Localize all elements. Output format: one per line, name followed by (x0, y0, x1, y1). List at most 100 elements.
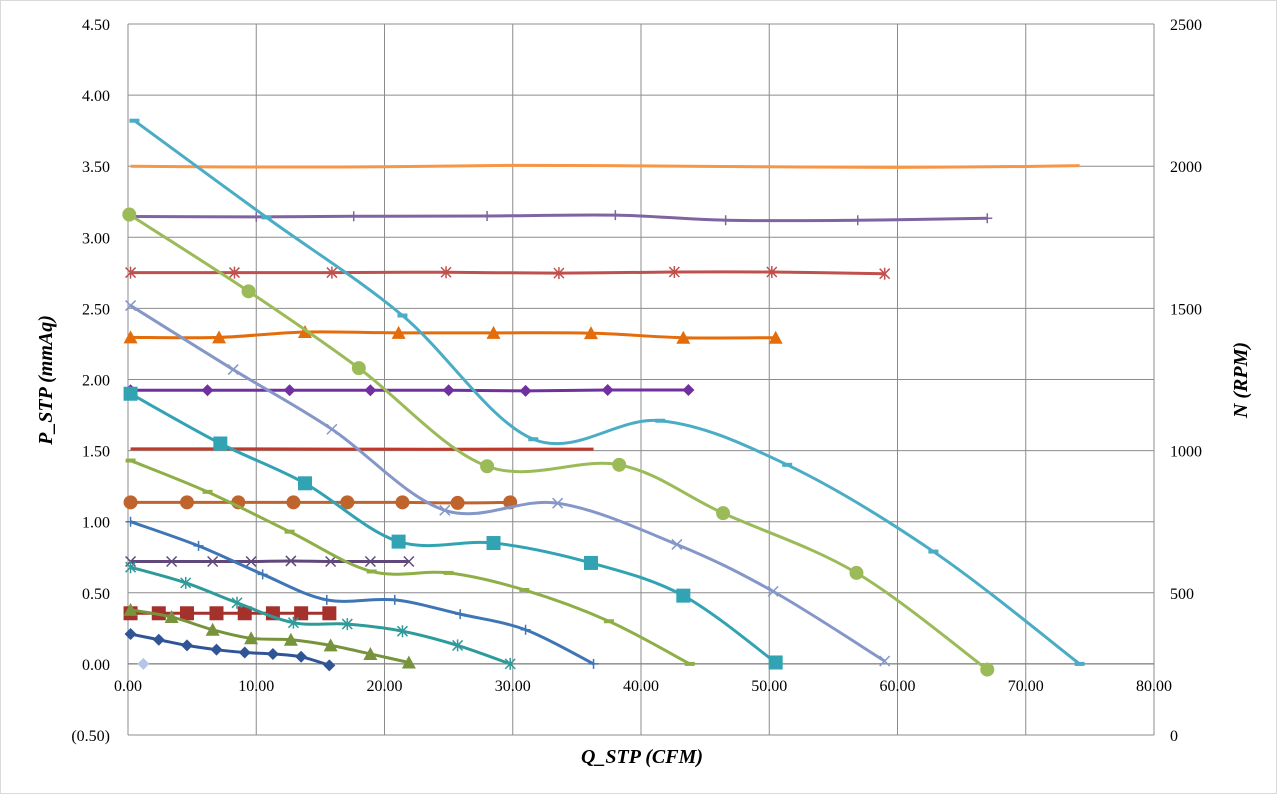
rpm-point (391, 325, 406, 339)
pressure-series-p5 (125, 300, 891, 667)
pressure-series-p2 (125, 516, 599, 669)
pressure-point (655, 418, 666, 423)
pressure-point (439, 504, 451, 516)
pressure-point (552, 497, 564, 509)
pressure-point (583, 555, 598, 570)
y2-tick-label: 2500 (1170, 17, 1202, 34)
pressure-point (164, 609, 179, 623)
pressure-point (520, 624, 531, 635)
x-tick-label: 40.00 (623, 678, 659, 695)
rpm-point (440, 266, 452, 279)
rpm-point (720, 215, 731, 226)
pressure-line (130, 520, 595, 666)
rpm-point (583, 326, 598, 340)
y-tick-label: (0.50) (71, 728, 110, 745)
x-tick-label: 60.00 (880, 678, 916, 695)
rpm-point (123, 330, 138, 344)
y-tick-label: 3.00 (82, 230, 110, 247)
pressure-point (928, 549, 939, 554)
rpm-point (228, 266, 240, 279)
pressure-point (297, 476, 312, 491)
pressure-point (284, 529, 295, 534)
pressure-point (716, 506, 731, 521)
pressure-point (455, 609, 466, 620)
x-tick-label: 20.00 (367, 678, 403, 695)
y-tick-label: 3.50 (82, 159, 110, 176)
rpm-series-n1b (125, 555, 415, 568)
pressure-point (849, 565, 864, 580)
pressure-point (257, 569, 268, 580)
rpm-point (395, 495, 410, 510)
pressure-point (137, 657, 150, 670)
pressure-point (210, 643, 223, 656)
y2-tick-label: 500 (1170, 586, 1194, 603)
x-tick-label: 80.00 (1136, 678, 1172, 695)
rpm-point (766, 265, 778, 278)
pressure-series-p6 (122, 207, 995, 677)
pressure-point (671, 538, 683, 550)
pressure-point (323, 659, 336, 672)
pressure-point (213, 436, 228, 451)
pressure-point (227, 364, 239, 376)
pressure-line (128, 213, 989, 671)
rpm-point (245, 555, 257, 568)
rpm-point (364, 555, 376, 568)
rpm-point (982, 213, 993, 224)
gridlines (127, 23, 1155, 736)
y-tick-label: 1.00 (82, 515, 110, 532)
x-tick-label: 30.00 (495, 678, 531, 695)
pressure-point (391, 534, 406, 549)
y2-tick-label: 0 (1170, 728, 1178, 745)
pressure-point (244, 631, 259, 645)
rpm-point (179, 606, 194, 621)
rpm-point (403, 555, 415, 568)
rpm-point (553, 267, 565, 280)
pressure-point (238, 646, 251, 659)
rpm-line (130, 388, 689, 393)
pressure-series-p1 (125, 561, 516, 670)
rpm-point (519, 384, 532, 397)
pressure-point (283, 632, 298, 646)
x-axis-title: Q_STP (CFM) (581, 746, 703, 768)
rpm-point (237, 606, 252, 621)
pressure-point (480, 459, 495, 474)
pressure-point (205, 622, 220, 636)
pressure-point (401, 655, 416, 669)
rpm-point (364, 384, 377, 397)
rpm-point (125, 266, 137, 279)
pressure-point (231, 596, 243, 609)
pressure-point (504, 657, 516, 670)
rpm-line (130, 163, 1080, 169)
rpm-series-n3 (124, 384, 695, 397)
pressure-point (528, 437, 539, 442)
pressure-point (389, 594, 400, 605)
pressure-point (266, 647, 279, 660)
pressure-point (193, 540, 204, 551)
y-tick-label: 2.00 (82, 373, 110, 390)
pressure-point (452, 639, 464, 652)
pressure-series-p4 (123, 386, 783, 670)
pressure-point (125, 300, 137, 312)
pressure-point (443, 570, 454, 575)
pressure-point (676, 588, 691, 603)
y2-axis-title: N (RPM) (1230, 342, 1252, 419)
pressure-point (180, 576, 192, 589)
pressure-series-p0 (124, 628, 336, 672)
rpm-point (450, 495, 465, 510)
rpm-point (285, 555, 297, 567)
pressure-point (261, 215, 272, 220)
rpm-point (610, 210, 621, 221)
pressure-line (133, 119, 1081, 666)
rpm-point (179, 495, 194, 510)
y-tick-label: 4.00 (82, 88, 110, 105)
pressure-series-p- (137, 657, 150, 670)
pressure-point (125, 516, 136, 527)
y-tick-label: 0.50 (82, 586, 110, 603)
rpm-point (166, 555, 178, 568)
pressure-line (130, 459, 691, 666)
pressure-point (152, 633, 165, 646)
pressure-point (341, 618, 353, 631)
pressure-line (129, 304, 886, 663)
x-tick-label: 0.00 (114, 678, 142, 695)
